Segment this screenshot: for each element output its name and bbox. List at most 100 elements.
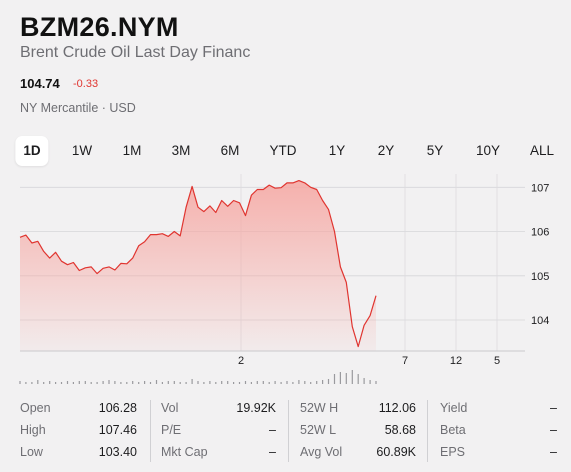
stat-value: – xyxy=(550,401,557,415)
stat-value: – xyxy=(269,445,276,459)
tab-1d[interactable]: 1D xyxy=(15,136,49,166)
volume-bar xyxy=(327,379,330,384)
time-range-tabs: 1D 1W 1M 3M 6M YTD 1Y 2Y 5Y 10Y ALL xyxy=(14,136,562,166)
tab-2y[interactable]: 2Y xyxy=(377,143,395,158)
tab-ytd[interactable]: YTD xyxy=(269,143,297,158)
volume-bar xyxy=(227,381,229,384)
stats-divider xyxy=(288,400,289,462)
volume-bar xyxy=(72,382,74,384)
volume-bar xyxy=(132,381,134,384)
tab-1m[interactable]: 1M xyxy=(122,143,142,158)
stat-label: High xyxy=(20,423,46,437)
volume-bar xyxy=(25,382,27,384)
volume-bar xyxy=(375,381,377,384)
volume-bar xyxy=(138,382,140,384)
tab-6m[interactable]: 6M xyxy=(220,143,240,158)
x-tick-label: 2 xyxy=(238,355,244,367)
volume-bar xyxy=(144,381,146,384)
stats-divider xyxy=(150,400,151,462)
x-axis-ticks: 2 7 12 5 xyxy=(238,355,500,367)
tab-1y[interactable]: 1Y xyxy=(328,143,346,158)
volume-bar xyxy=(185,382,187,384)
x-tick-label: 5 xyxy=(494,355,500,367)
volume-bar xyxy=(298,380,300,384)
stat-value: 112.06 xyxy=(378,401,416,415)
volume-bar xyxy=(256,381,258,384)
stats-column-1: Open 106.28 High 107.46 Low 103.40 xyxy=(20,398,137,464)
volume-bar xyxy=(333,374,336,384)
price-change: -0.33 xyxy=(73,78,99,90)
stat-value: 106.28 xyxy=(98,401,137,415)
stat-eps: EPS – xyxy=(440,442,557,464)
volume-bar xyxy=(96,382,98,384)
stat-label: Yield xyxy=(440,401,468,415)
price-line xyxy=(19,180,377,348)
company-name: Brent Crude Oil Last Day Financ xyxy=(20,44,251,61)
volume-bar xyxy=(126,382,128,384)
stat-label: 52W H xyxy=(300,401,339,415)
stat-value: 19.92K xyxy=(236,401,276,415)
volume-bar xyxy=(274,381,276,384)
volume-bar xyxy=(363,378,365,384)
volume-bar xyxy=(268,382,270,384)
stat-open: Open 106.28 xyxy=(20,398,137,420)
volume-bar xyxy=(197,381,199,384)
volume-bar xyxy=(345,373,347,384)
tab-10y[interactable]: 10Y xyxy=(475,143,501,158)
stat-label: Low xyxy=(20,445,43,459)
tab-1w[interactable]: 1W xyxy=(71,143,93,158)
stat-label: Vol xyxy=(161,401,179,415)
volume-bar xyxy=(250,382,252,384)
volume-bar xyxy=(316,381,318,384)
stat-avg-vol: Avg Vol 60.89K xyxy=(300,442,416,464)
volume-bar xyxy=(102,381,104,384)
volume-bar xyxy=(233,382,235,384)
volume-bar xyxy=(19,381,21,384)
x-tick-label: 7 xyxy=(402,355,408,367)
stat-vol: Vol 19.92K xyxy=(161,398,276,420)
volume-bar xyxy=(357,374,359,384)
stat-label: EPS xyxy=(440,445,466,459)
volume-bar xyxy=(221,381,223,384)
volume-bar xyxy=(167,381,169,384)
stat-label: Open xyxy=(20,401,51,415)
stat-value: – xyxy=(550,423,557,437)
volume-bar xyxy=(191,379,193,384)
volume-bar xyxy=(310,382,312,384)
volume-bar xyxy=(215,382,217,384)
stats-column-4: Yield – Beta – EPS – xyxy=(440,398,557,464)
stat-pe: P/E – xyxy=(161,420,276,442)
tab-5y[interactable]: 5Y xyxy=(426,143,444,158)
y-tick-label: 104 xyxy=(531,315,549,327)
volume-bar xyxy=(262,381,264,384)
volume-bar xyxy=(60,382,63,384)
tab-3m[interactable]: 3M xyxy=(171,143,191,158)
volume-bar xyxy=(37,380,39,384)
stats-divider xyxy=(427,400,428,462)
stat-value: – xyxy=(550,445,557,459)
volume-bar xyxy=(286,381,288,384)
volume-bar xyxy=(292,382,294,384)
stats-table: Open 106.28 High 107.46 Low 103.40 Vol 1… xyxy=(20,398,560,464)
volume-bar xyxy=(351,370,353,384)
volume-bar xyxy=(43,382,45,384)
stat-label: Avg Vol xyxy=(300,445,343,459)
volume-bar xyxy=(149,382,152,384)
stat-52w-high: 52W H 112.06 xyxy=(300,398,416,420)
price-chart[interactable]: 107 106 105 104 2 7 12 5 xyxy=(0,170,571,388)
stat-value: – xyxy=(269,423,276,437)
volume-bar xyxy=(66,381,69,384)
stat-beta: Beta – xyxy=(440,420,557,442)
symbol-title: BZM26.NYM xyxy=(20,12,179,42)
y-axis-ticks: 107 106 105 104 xyxy=(531,182,549,327)
tab-all[interactable]: ALL xyxy=(529,143,555,158)
volume-bar xyxy=(49,381,51,384)
stat-yield: Yield – xyxy=(440,398,557,420)
last-price: 104.74 xyxy=(20,76,60,91)
stats-column-3: 52W H 112.06 52W L 58.68 Avg Vol 60.89K xyxy=(300,398,416,464)
volume-bar xyxy=(78,381,80,384)
volume-bars xyxy=(19,370,377,384)
stat-value: 103.40 xyxy=(98,445,137,459)
volume-bar xyxy=(339,372,341,384)
volume-bar xyxy=(304,381,306,384)
